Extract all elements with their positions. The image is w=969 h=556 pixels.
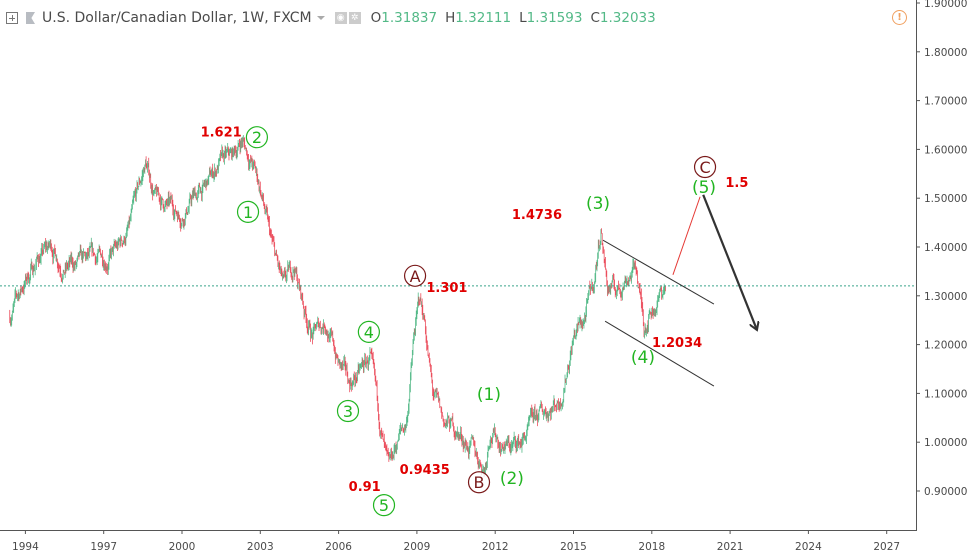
price-tick-label: 0.90000: [924, 486, 967, 498]
dropdown-caret-icon[interactable]: [316, 16, 325, 20]
wave-label-paren-green[interactable]: (3): [586, 194, 610, 214]
wave-circle: [467, 471, 491, 494]
price-tick-label: 1.90000: [924, 0, 967, 10]
wave-number: 2: [252, 128, 262, 147]
wave-label-circle-maroon[interactable]: C: [693, 155, 717, 179]
wave-label-price[interactable]: 1.2034: [652, 336, 702, 351]
time-tick-label: 2015: [560, 541, 587, 553]
time-tick-label: 2009: [404, 541, 431, 553]
wave-circle: [372, 494, 396, 517]
time-tick-label: 2021: [717, 541, 744, 553]
channel-upper-line[interactable]: [602, 239, 715, 305]
price-tick-label: 1.60000: [924, 144, 967, 156]
price-label: 1.5: [725, 176, 748, 191]
drawings: [602, 194, 757, 387]
wave-circle: [236, 200, 260, 223]
time-tick-label: 2018: [638, 541, 665, 553]
price-label: 0.91: [349, 480, 381, 495]
time-tick-label: 1994: [12, 541, 39, 553]
wave-label-price[interactable]: 1.621: [201, 125, 242, 140]
wave-label-circle-maroon[interactable]: B: [467, 471, 491, 494]
ohlc-low: L1.31593: [519, 10, 583, 26]
wave-label-price[interactable]: 0.91: [349, 480, 381, 495]
wave-label-paren-green[interactable]: (4): [631, 348, 655, 368]
price-tick-label: 1.80000: [924, 47, 967, 59]
time-axis[interactable]: 1994 1997 2000 2003 2006 2009 2012 2015 2018 2021…: [12, 530, 900, 553]
gear-icon[interactable]: ✲: [348, 12, 361, 24]
price-tick-label: 1.40000: [924, 242, 967, 254]
time-tick-label: 2012: [482, 541, 509, 553]
price-label: 1.2034: [652, 336, 702, 351]
wave-label-price[interactable]: 1.5: [725, 176, 748, 191]
wave-circle: [245, 126, 269, 149]
wave-circle: [357, 320, 380, 344]
wave-label-paren-green[interactable]: (1): [477, 385, 501, 405]
channel-lower-line[interactable]: [604, 320, 715, 387]
wave-number: (3): [586, 194, 610, 214]
price-tick-label: 1.30000: [924, 291, 967, 303]
ohlc-open: O1.31837: [370, 10, 438, 26]
wave-number: A: [410, 267, 421, 286]
wave-number: (5): [692, 178, 716, 198]
wave-label-circle-green[interactable]: 5: [372, 494, 396, 517]
annotations: 1.621 2 1 4 3 0.915 A 1.301 (1) 0.9435 B (2) 1.4736 (…: [201, 125, 748, 517]
time-tick-label: 2000: [169, 541, 196, 553]
wave-label-paren-green[interactable]: (5): [692, 178, 716, 198]
price-tick-label: 1.10000: [924, 388, 967, 400]
ohlc-high: H1.32111: [445, 10, 512, 26]
price-tick-label: 1.00000: [924, 437, 967, 449]
price-label: 0.9435: [400, 463, 450, 478]
chart-legend: U.S. Dollar/Canadian Dollar, 1W, FXCM ◉ …: [6, 8, 656, 28]
time-tick-label: 2006: [325, 541, 352, 553]
symbol-title[interactable]: U.S. Dollar/Canadian Dollar, 1W, FXCM: [42, 10, 312, 26]
wave-number: B: [474, 473, 485, 492]
wave-number: (4): [631, 348, 655, 368]
wave-label-circle-maroon[interactable]: A: [403, 264, 427, 287]
wave-number: 5: [379, 496, 389, 515]
wave-number: (2): [500, 469, 524, 489]
price-tick-label: 1.20000: [924, 340, 967, 352]
candles: [9, 135, 666, 477]
projection-down-arrow[interactable]: [702, 194, 757, 330]
time-tick-label: 2027: [873, 541, 900, 553]
add-symbol-icon[interactable]: [6, 12, 18, 24]
time-tick-label: 2003: [247, 541, 274, 553]
time-tick-label: 1997: [90, 541, 117, 553]
wave-number: (1): [477, 385, 501, 405]
wave-label-circle-green[interactable]: 1: [236, 200, 260, 223]
wave-label-paren-green[interactable]: (2): [500, 469, 524, 489]
price-label: 1.621: [201, 125, 242, 140]
wave-circle: [403, 264, 427, 287]
wave-circle: [693, 155, 717, 179]
wave-label-price[interactable]: 1.301: [426, 281, 467, 296]
wave-number: 3: [343, 402, 353, 421]
wave-label-price[interactable]: 0.9435: [400, 463, 450, 478]
time-tick-label: 2024: [795, 541, 822, 553]
wave-label-circle-green[interactable]: 3: [336, 399, 360, 423]
price-axis[interactable]: 0.90000 1.00000 1.10000 1.20000 1.30000 1.400…: [916, 0, 967, 498]
wave-label-circle-green[interactable]: 2: [245, 126, 269, 149]
price-label: 1.4736: [512, 208, 562, 223]
wave-circle: [336, 399, 360, 423]
ohlc-close: C1.32033: [590, 10, 656, 26]
flag-icon[interactable]: [26, 12, 35, 24]
eye-icon[interactable]: ◉: [334, 12, 347, 24]
price-label: 1.301: [426, 281, 467, 296]
wave-label-circle-green[interactable]: 4: [357, 320, 380, 344]
projection-red-line[interactable]: [672, 196, 701, 275]
price-tick-label: 1.50000: [924, 193, 967, 205]
warning-icon[interactable]: !: [892, 10, 907, 25]
wave-label-price[interactable]: 1.4736: [512, 208, 562, 223]
wave-number: 1: [243, 203, 253, 222]
price-tick-label: 1.70000: [924, 96, 967, 108]
wave-number: C: [699, 158, 710, 177]
wave-number: 4: [364, 323, 374, 342]
